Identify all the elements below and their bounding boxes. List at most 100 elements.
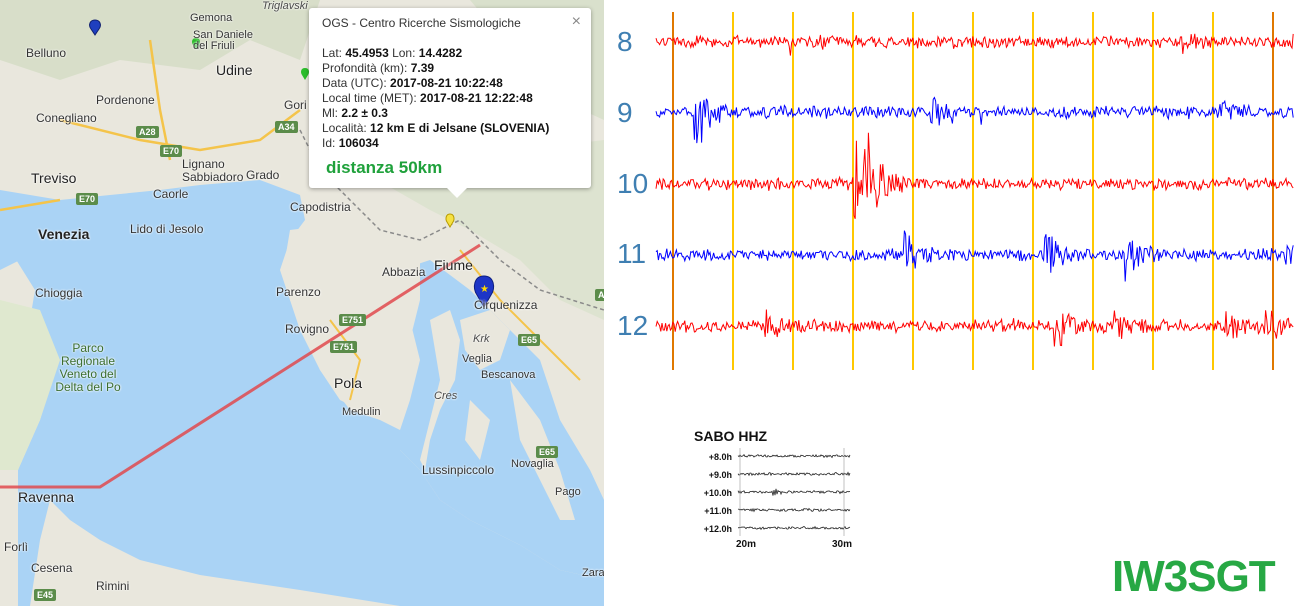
- magnitude-label: Ml:: [322, 106, 342, 120]
- thumbnail-traces: [737, 448, 851, 536]
- place-label: Pordenone: [96, 93, 155, 107]
- hour-label: +10.0h: [703, 488, 732, 498]
- time-tick: 30m: [832, 539, 853, 550]
- thumbnail-trace: [737, 453, 851, 459]
- place-label: Zara: [582, 567, 604, 579]
- magnitude-value: 2.2 ± 0.3: [341, 106, 388, 120]
- thumbnail-trace: [737, 488, 851, 496]
- trace-label-9: 9: [617, 97, 633, 128]
- depth-label: Profondità (km):: [322, 61, 411, 75]
- popup-row-coords: Lat: 45.4953 Lon: 14.4282: [322, 46, 549, 61]
- park-label: Parco Regionale Veneto del Delta del Po: [55, 341, 121, 394]
- place-label: Cres: [434, 390, 458, 402]
- place-label: Forlì: [4, 540, 28, 554]
- seismogram-trace-9: [655, 96, 1294, 144]
- place-label: Veglia: [462, 353, 492, 365]
- popup-row-magnitude: Ml: 2.2 ± 0.3: [322, 106, 549, 121]
- close-icon[interactable]: ×: [571, 13, 581, 30]
- place-label: Grado: [246, 168, 280, 182]
- place-label: Belluno: [26, 46, 67, 60]
- place-label: Lussinpiccolo: [422, 463, 495, 477]
- road-shield: E65: [536, 446, 559, 458]
- thumbnail-trace: [737, 471, 851, 477]
- place-label: Cirquenizza: [474, 298, 538, 312]
- station-title: SABO HHZ: [694, 428, 768, 444]
- place-label: San Daniele del Friuli: [193, 29, 253, 52]
- location-value: 12 km E di Jelsane (SLOVENIA): [370, 121, 550, 135]
- place-label: Treviso: [31, 170, 77, 186]
- place-label: Parenzo: [276, 285, 321, 299]
- trace-label-11: 11: [617, 238, 647, 269]
- place-label: Ravenna: [18, 489, 75, 505]
- depth-value: 7.39: [410, 61, 435, 75]
- lat-value: 45.4953: [345, 46, 389, 60]
- popup-row-depth: Profondità (km): 7.39: [322, 61, 549, 76]
- road-shield: E45: [34, 589, 57, 601]
- place-label: Krk: [473, 333, 490, 345]
- place-label: Pago: [555, 486, 581, 498]
- popup-row-utc: Data (UTC): 2017-08-21 10:22:48: [322, 76, 549, 91]
- place-label: Conegliano: [36, 111, 97, 125]
- lon-value: 14.4282: [418, 46, 463, 60]
- place-label: Novaglia: [511, 458, 554, 470]
- map-panel[interactable]: ★ Belluno Gemona San Daniele del Friuli …: [0, 0, 604, 606]
- place-label: Pola: [334, 375, 363, 391]
- popup-tail: [447, 188, 467, 198]
- trace-label-10: 10: [617, 168, 649, 199]
- popup-row-local: Local time (MET): 2017-08-21 12:22:48: [322, 91, 549, 106]
- seismogram-panel: [655, 12, 1294, 370]
- place-label: Lignano Sabbiadoro: [182, 157, 244, 184]
- hour-label: +8.0h: [708, 452, 732, 462]
- place-label: Rimini: [96, 579, 130, 593]
- station-marker-blue: [89, 19, 101, 36]
- event-info-popup: OGS - Centro Ricerche Sismologiche × Lat…: [309, 8, 591, 198]
- place-label: Chioggia: [35, 286, 83, 300]
- place-label: Cesena: [31, 561, 73, 575]
- utc-label: Data (UTC):: [322, 76, 391, 90]
- utc-value: 2017-08-21 10:22:48: [390, 76, 503, 90]
- place-label: Capodistria: [290, 200, 351, 214]
- place-label: Gemona: [190, 12, 233, 24]
- seismogram-trace-8: [655, 33, 1294, 56]
- hour-label: +12.0h: [703, 524, 732, 534]
- local-value: 2017-08-21 12:22:48: [420, 91, 533, 105]
- trace-label-12: 12: [617, 310, 649, 341]
- place-label: Medulin: [342, 406, 381, 418]
- place-label: Bescanova: [481, 369, 536, 381]
- helicorder-thumbnail: SABO HHZ +8.0h +9.0h +10.0h +11.0h +12.0…: [692, 428, 862, 553]
- hour-label: +9.0h: [708, 470, 732, 480]
- place-label: Fiume: [434, 257, 473, 273]
- popup-row-location: Località: 12 km E di Jelsane (SLOVENIA): [322, 121, 549, 136]
- thumbnail-trace: [737, 507, 851, 513]
- id-value: 106034: [338, 136, 379, 150]
- seismogram-trace-10: [655, 132, 1294, 219]
- time-tick: 20m: [736, 539, 757, 550]
- place-label: Udine: [216, 62, 253, 78]
- road-shield: E65: [518, 334, 541, 346]
- lat-label: Lat:: [322, 46, 346, 60]
- place-label: Triglavski: [262, 0, 308, 12]
- road-shield: A: [595, 289, 604, 301]
- road-shield: E751: [339, 314, 367, 326]
- popup-title: OGS - Centro Ricerche Sismologiche: [322, 16, 521, 30]
- lon-label: Lon:: [388, 46, 419, 60]
- distance-label: distanza 50km: [326, 158, 443, 177]
- seismogram-trace-11: [655, 230, 1294, 282]
- local-label: Local time (MET):: [322, 91, 421, 105]
- hour-label: +11.0h: [704, 506, 732, 516]
- place-label: Rovigno: [285, 322, 330, 336]
- thumbnail-trace: [737, 525, 851, 531]
- road-shield: E70: [76, 193, 99, 205]
- popup-row-id: Id: 106034: [322, 136, 549, 151]
- road-shield: A34: [275, 121, 298, 133]
- seismogram-trace-12: [655, 309, 1294, 347]
- popup-details: Lat: 45.4953 Lon: 14.4282 Profondità (km…: [322, 46, 549, 151]
- road-shield: E70: [160, 145, 183, 157]
- road-shield: A28: [136, 126, 159, 138]
- callsign-label: IW3SGT: [1112, 552, 1276, 601]
- svg-text:★: ★: [480, 284, 489, 295]
- place-label: Abbazia: [382, 265, 426, 279]
- id-label: Id:: [322, 136, 339, 150]
- road-shield: E751: [330, 341, 358, 353]
- place-label: Gori: [284, 98, 307, 112]
